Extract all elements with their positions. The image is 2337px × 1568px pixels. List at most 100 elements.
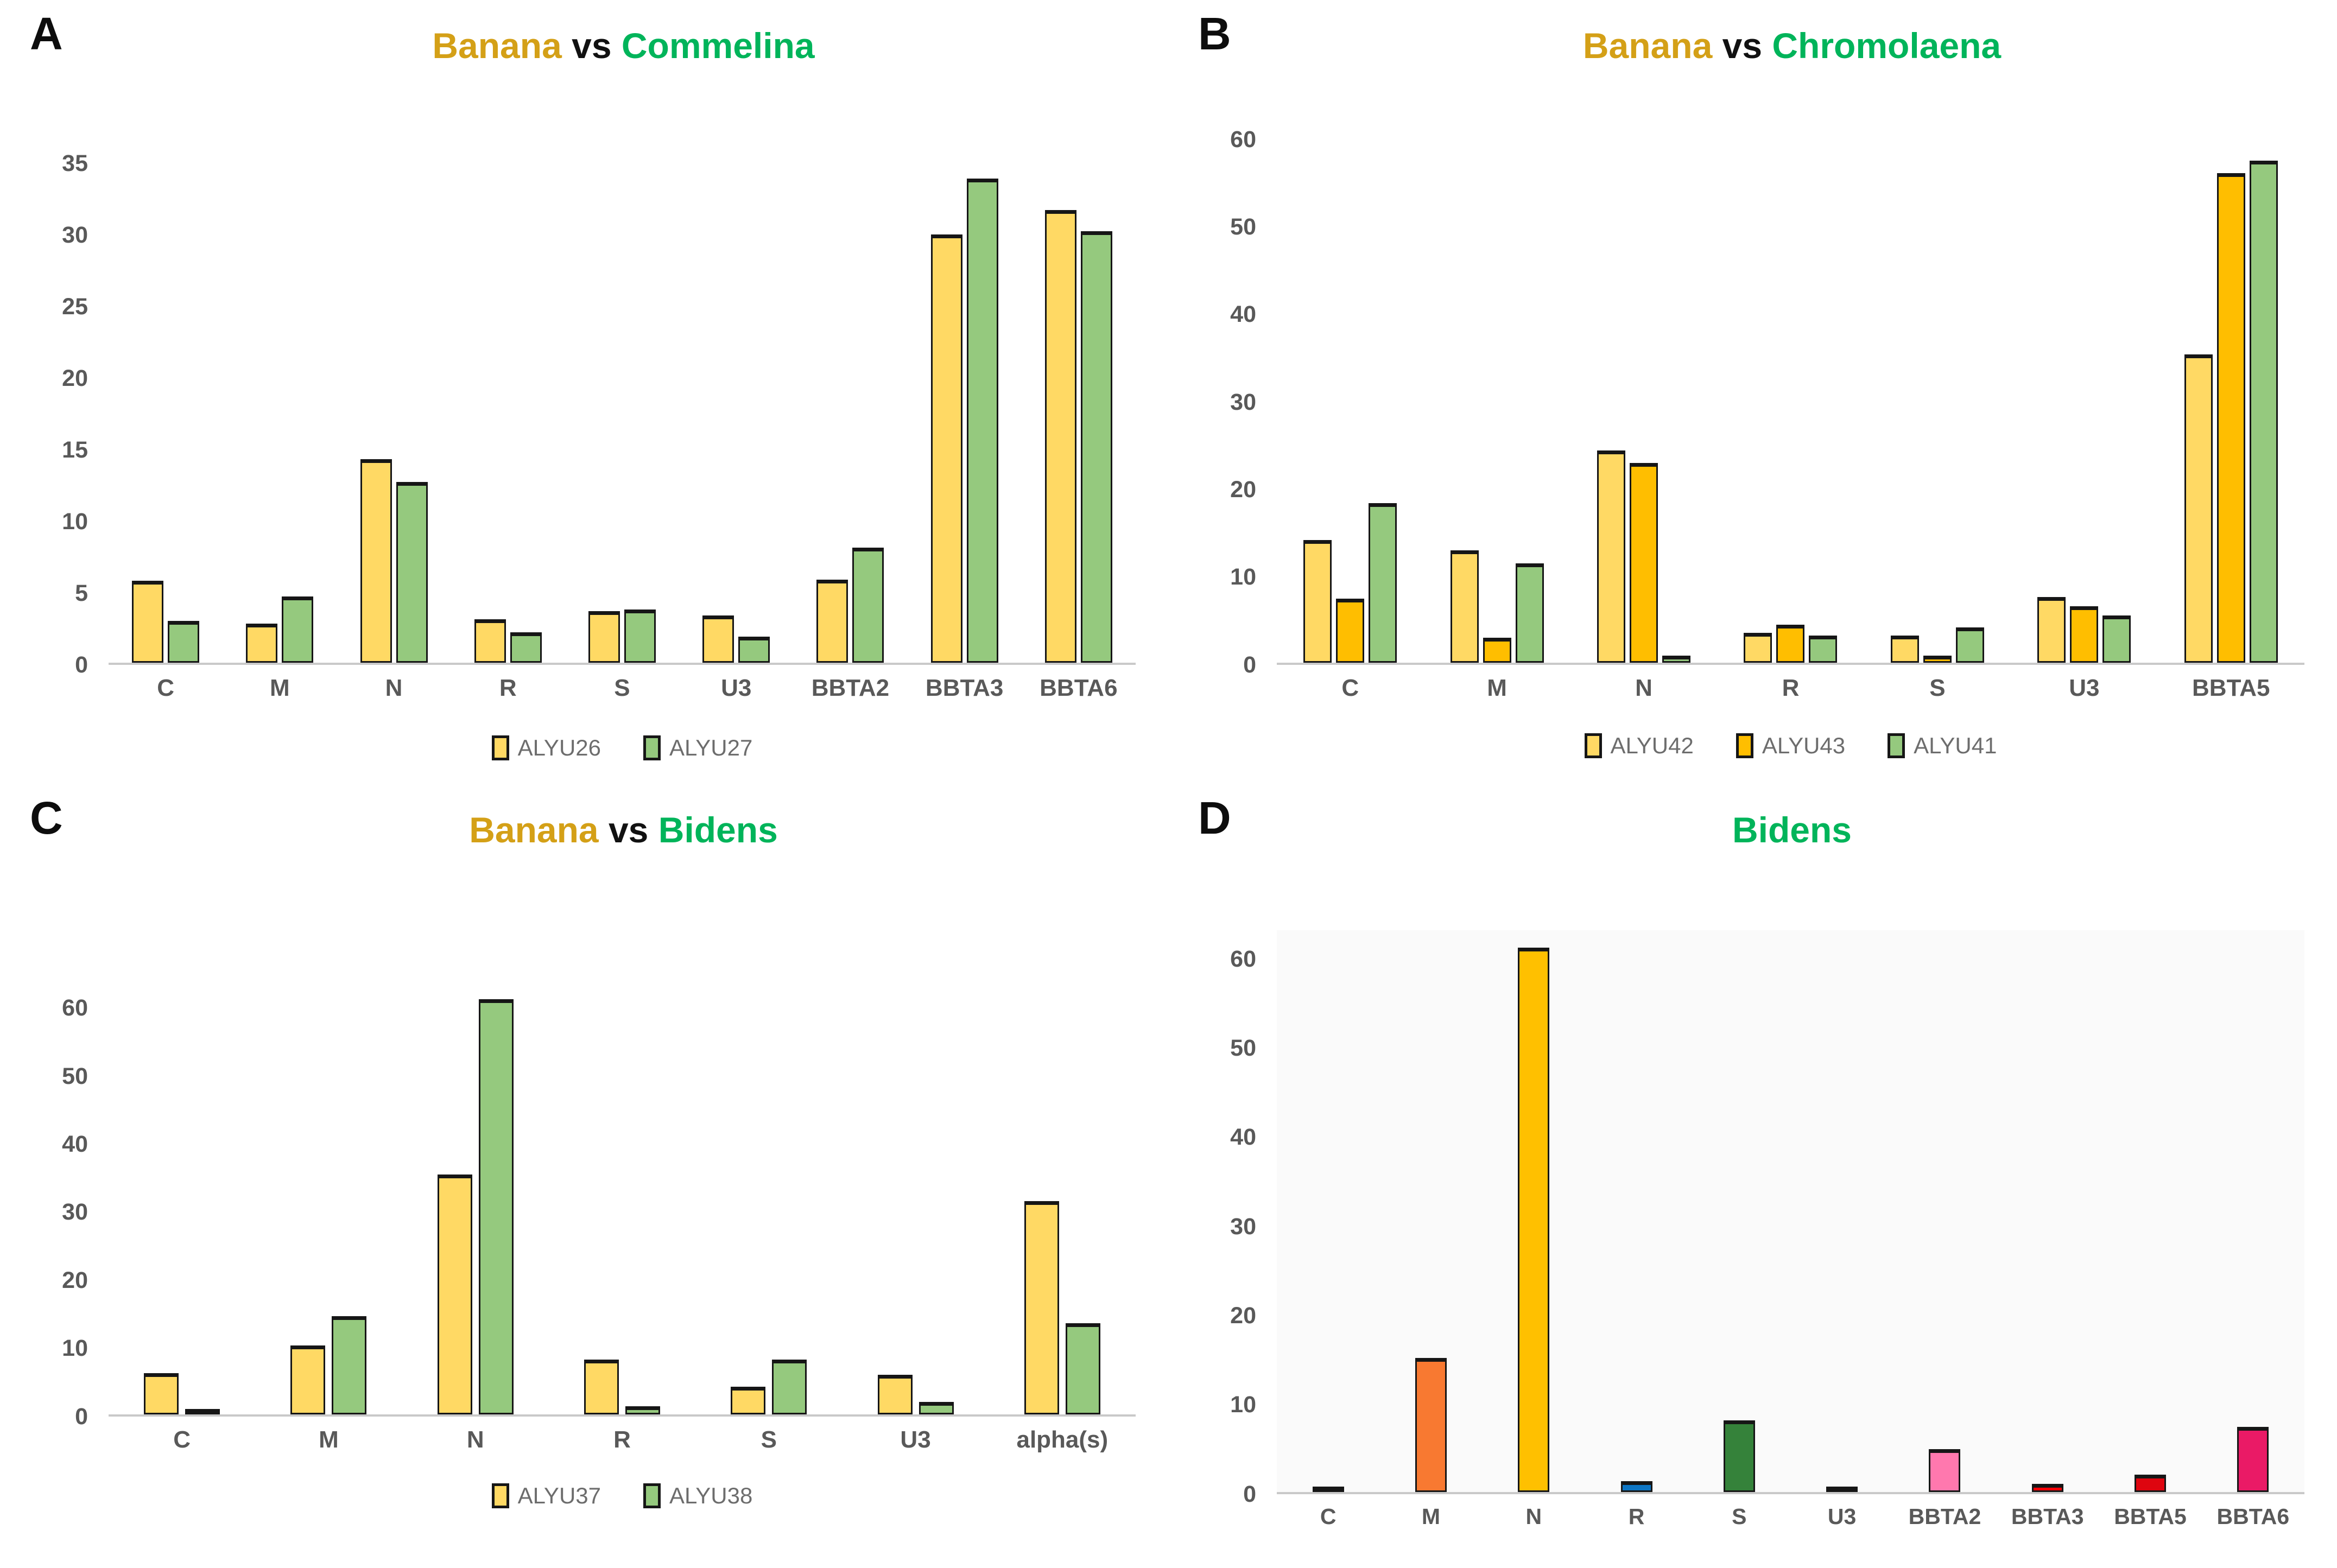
x-category-label: C [173, 1426, 191, 1453]
x-category-label: BBTA5 [2192, 674, 2270, 701]
bar-M-ALYU38 [332, 1316, 367, 1414]
bar-BBTA5-ALYU41 [2249, 161, 2278, 663]
bar-group-R [549, 1360, 695, 1414]
legend-item-ALYU27: ALYU27 [643, 735, 752, 760]
y-axis: 0 10 20 30 40 50 60 [30, 988, 109, 1429]
y-tick-label: 30 [62, 221, 88, 248]
x-category-label: S [1732, 1503, 1747, 1529]
y-tick-label: 40 [62, 1131, 88, 1158]
chart-title: Banana vs Commelina [111, 26, 1136, 66]
legend-swatch [643, 735, 661, 760]
bar-C-ALYU41 [1369, 503, 1397, 663]
bar-group-M [1423, 550, 1570, 663]
y-tick-label: 30 [62, 1199, 88, 1226]
bar-M-Bidens [1415, 1358, 1447, 1492]
x-category-label: BBTA6 [2216, 1503, 2290, 1529]
x-category-label: U3 [1827, 1503, 1857, 1529]
legend: ALYU42 ALYU43 ALYU41 [1277, 733, 2304, 758]
x-category-label: R [613, 1426, 631, 1453]
x-category-label: M [270, 674, 290, 701]
bar-group-BBTA6 [1022, 210, 1136, 663]
y-tick-label: 25 [62, 293, 88, 320]
bar-U3-ALYU43 [2070, 606, 2099, 663]
x-category-label: U3 [900, 1426, 931, 1453]
chart-title: Bidens [1280, 810, 2304, 850]
y-tick-label: 20 [1230, 477, 1256, 503]
bar-M-ALYU43 [1483, 638, 1511, 663]
x-axis-labels: C M N R S U3 BBTA5 [1277, 675, 2304, 702]
bar-alpha(s)-ALYU37 [1024, 1201, 1059, 1414]
x-axis-labels: C M N R S U3 alpha(s) [109, 1426, 1136, 1453]
chart-title-part: vs [1712, 26, 1772, 66]
bar-R-ALYU26 [474, 619, 506, 663]
y-tick-label: 10 [1230, 564, 1256, 591]
bar-BBTA5-ALYU43 [2216, 173, 2245, 663]
chart-title-part: Bidens [658, 810, 778, 850]
legend: ALYU26 ALYU27 [109, 735, 1136, 760]
bar-BBTA2-ALYU27 [852, 548, 884, 663]
bar-U3-Bidens [1826, 1486, 1858, 1492]
plot-area [1277, 120, 2304, 665]
bar-group-N [402, 999, 549, 1414]
legend-item-ALYU37: ALYU37 [491, 1483, 601, 1508]
bar-U3-ALYU37 [877, 1374, 913, 1414]
bar-group-BBTA5 [2099, 1475, 2201, 1492]
chart-body: 0 5 10 15 20 25 30 35 [30, 147, 1136, 678]
bar-BBTA6-ALYU26 [1044, 210, 1076, 663]
bar-S-ALYU38 [772, 1360, 807, 1414]
bar-group-R [1585, 1481, 1688, 1492]
y-tick-label: 20 [62, 365, 88, 391]
bar-U3-ALYU27 [738, 637, 770, 663]
bar-alpha(s)-ALYU38 [1065, 1323, 1100, 1414]
bar-group-S [1688, 1420, 1790, 1492]
plot-wrap [1277, 930, 2304, 1494]
x-category-label: C [157, 674, 174, 701]
bar-M-ALYU27 [282, 596, 314, 663]
y-tick-label: 50 [1230, 214, 1256, 240]
bar-U3-ALYU38 [919, 1402, 954, 1414]
chart-title-part: Bidens [1732, 810, 1852, 850]
x-category-label: BBTA6 [1040, 674, 1118, 701]
bar-group-R [451, 619, 565, 663]
chart-body: 0 10 20 30 40 50 60 [1198, 120, 2304, 678]
chart-body: 0 10 20 30 40 50 60 [1198, 930, 2304, 1507]
legend-item-ALYU38: ALYU38 [643, 1483, 752, 1508]
plot-wrap [109, 147, 1136, 665]
bar-group-N [337, 459, 451, 663]
chart-title-part: Banana [1582, 26, 1713, 66]
bar-group-S [695, 1360, 842, 1414]
chart-title-part: vs [598, 810, 658, 850]
chart-title: Banana vs Chromolaena [1280, 26, 2304, 66]
bar-N-ALYU26 [360, 459, 392, 663]
x-category-label: S [761, 1426, 777, 1453]
x-category-label: N [466, 1426, 484, 1453]
bar-N-ALYU43 [1630, 462, 1658, 663]
bar-U3-ALYU42 [2037, 596, 2066, 663]
y-tick-label: 30 [1230, 1213, 1256, 1240]
bar-N-ALYU27 [396, 482, 428, 663]
bar-M-ALYU41 [1515, 563, 1544, 663]
y-axis: 0 5 10 15 20 25 30 35 [30, 149, 109, 678]
legend-swatch [1584, 733, 1602, 758]
bar-group-N [1570, 450, 1717, 663]
legend-swatch [1736, 733, 1753, 758]
bar-group-BBTA5 [2158, 161, 2304, 663]
x-category-label: alpha(s) [1016, 1426, 1109, 1453]
y-tick-label: 40 [1230, 1124, 1256, 1151]
bar-BBTA6-Bidens [2237, 1426, 2269, 1492]
y-tick-label: 30 [1230, 389, 1256, 415]
bar-R-ALYU37 [584, 1360, 619, 1414]
bar-group-U3 [2011, 596, 2157, 663]
bar-group-S [565, 609, 679, 663]
panel-letter-d: D [1198, 792, 1231, 843]
y-tick-label: 0 [75, 1403, 88, 1430]
bar-S-Bidens [1723, 1420, 1755, 1492]
chart-title-part: Chromolaena [1772, 26, 2002, 66]
panel-letter-a: A [30, 8, 63, 59]
x-category-label: M [319, 1426, 339, 1453]
legend-swatch [491, 1483, 509, 1508]
bar-group-BBTA6 [2202, 1426, 2304, 1492]
legend-label: ALYU42 [1610, 732, 1694, 758]
x-category-label: M [1487, 674, 1507, 701]
